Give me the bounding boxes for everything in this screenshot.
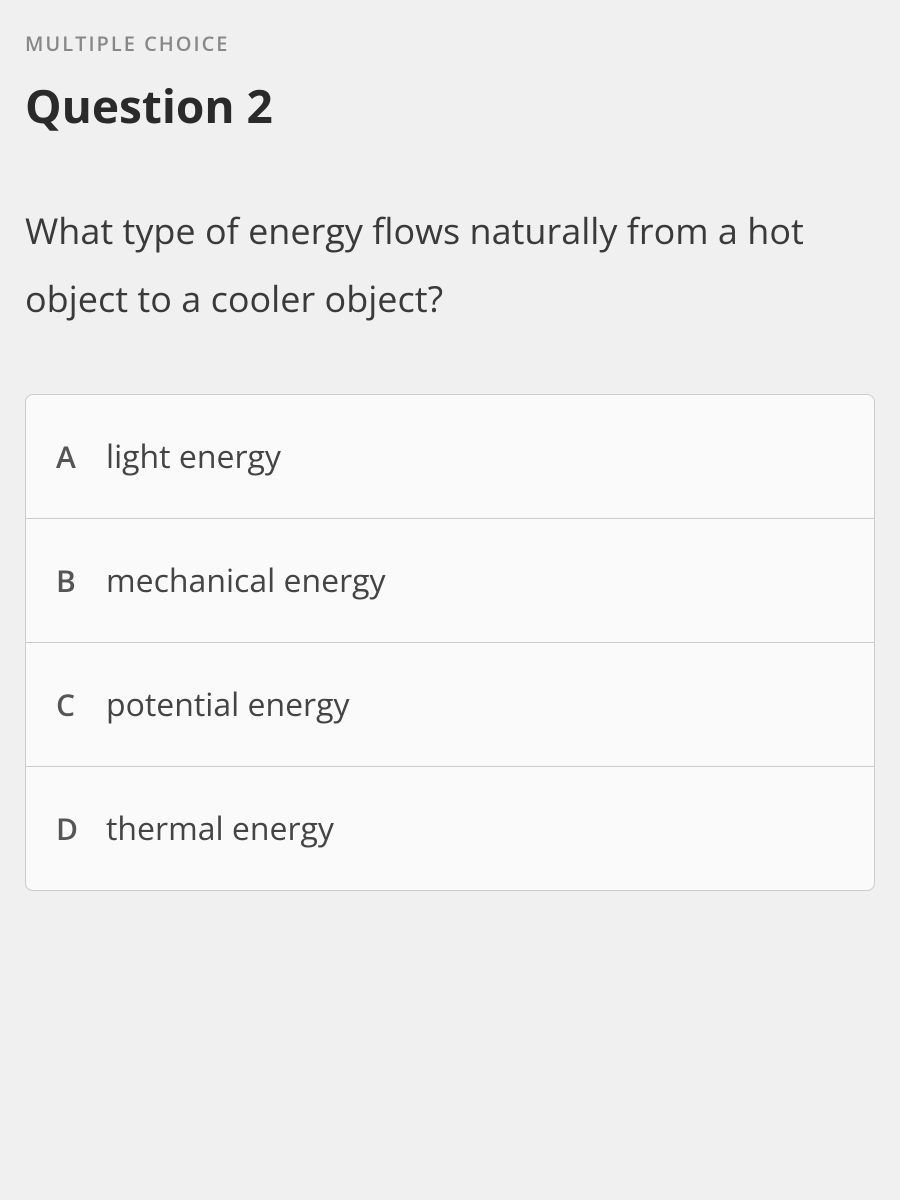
option-b[interactable]: B mechanical energy <box>26 519 874 643</box>
option-letter: A <box>56 436 106 477</box>
option-a[interactable]: A light energy <box>26 395 874 519</box>
question-title: Question 2 <box>25 75 875 137</box>
option-letter: C <box>56 684 106 725</box>
question-text: What type of energy flows naturally from… <box>25 197 875 334</box>
option-letter: B <box>56 560 106 601</box>
option-text: light energy <box>106 435 281 478</box>
option-text: potential energy <box>106 683 350 726</box>
question-type-label: MULTIPLE CHOICE <box>25 30 875 57</box>
option-letter: D <box>56 808 106 849</box>
option-text: thermal energy <box>106 807 334 850</box>
option-text: mechanical energy <box>106 559 386 602</box>
options-container: A light energy B mechanical energy C pot… <box>25 394 875 891</box>
option-d[interactable]: D thermal energy <box>26 767 874 890</box>
option-c[interactable]: C potential energy <box>26 643 874 767</box>
